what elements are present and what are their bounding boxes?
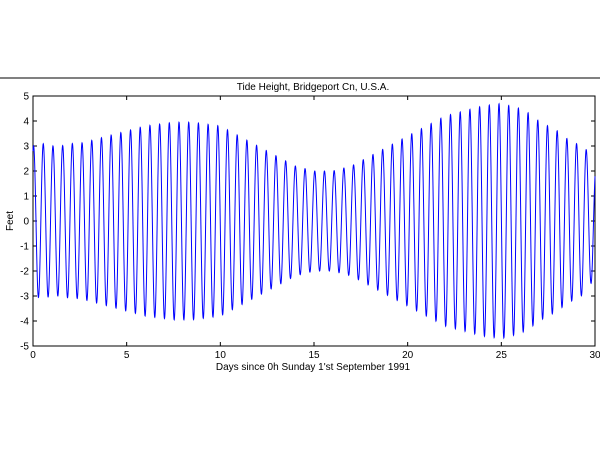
x-tick-label: 10 [215, 350, 227, 361]
y-tick-label: -5 [20, 342, 29, 353]
x-tick-label: 5 [124, 350, 130, 361]
x-tick-label: 20 [402, 350, 414, 361]
y-tick-label: 5 [23, 92, 29, 103]
y-tick-label: 4 [23, 117, 29, 128]
x-axis-label: Days since 0h Sunday 1'st September 1991 [216, 362, 411, 373]
x-tick-label: 15 [308, 350, 320, 361]
y-tick-label: 2 [23, 167, 29, 178]
y-tick-label: -2 [20, 267, 29, 278]
x-tick-label: 0 [30, 350, 36, 361]
y-tick-label: -3 [20, 292, 29, 303]
chart-title: Tide Height, Bridgeport Cn, U.S.A. [237, 82, 389, 93]
y-tick-label: 1 [23, 192, 29, 203]
y-tick-label: -1 [20, 242, 29, 253]
y-axis-ticks: -5 -4 -3 -2 -1 0 1 2 3 4 5 [20, 92, 595, 353]
tide-height-series-line [32, 102, 596, 340]
y-axis-label: Feet [5, 211, 16, 231]
x-tick-label: 30 [589, 350, 600, 361]
y-tick-label: 0 [23, 217, 29, 228]
y-tick-label: 3 [23, 142, 29, 153]
x-tick-label: 25 [496, 350, 508, 361]
x-axis-ticks: 0 5 10 15 20 25 30 [30, 96, 600, 361]
y-tick-label: -4 [20, 317, 29, 328]
